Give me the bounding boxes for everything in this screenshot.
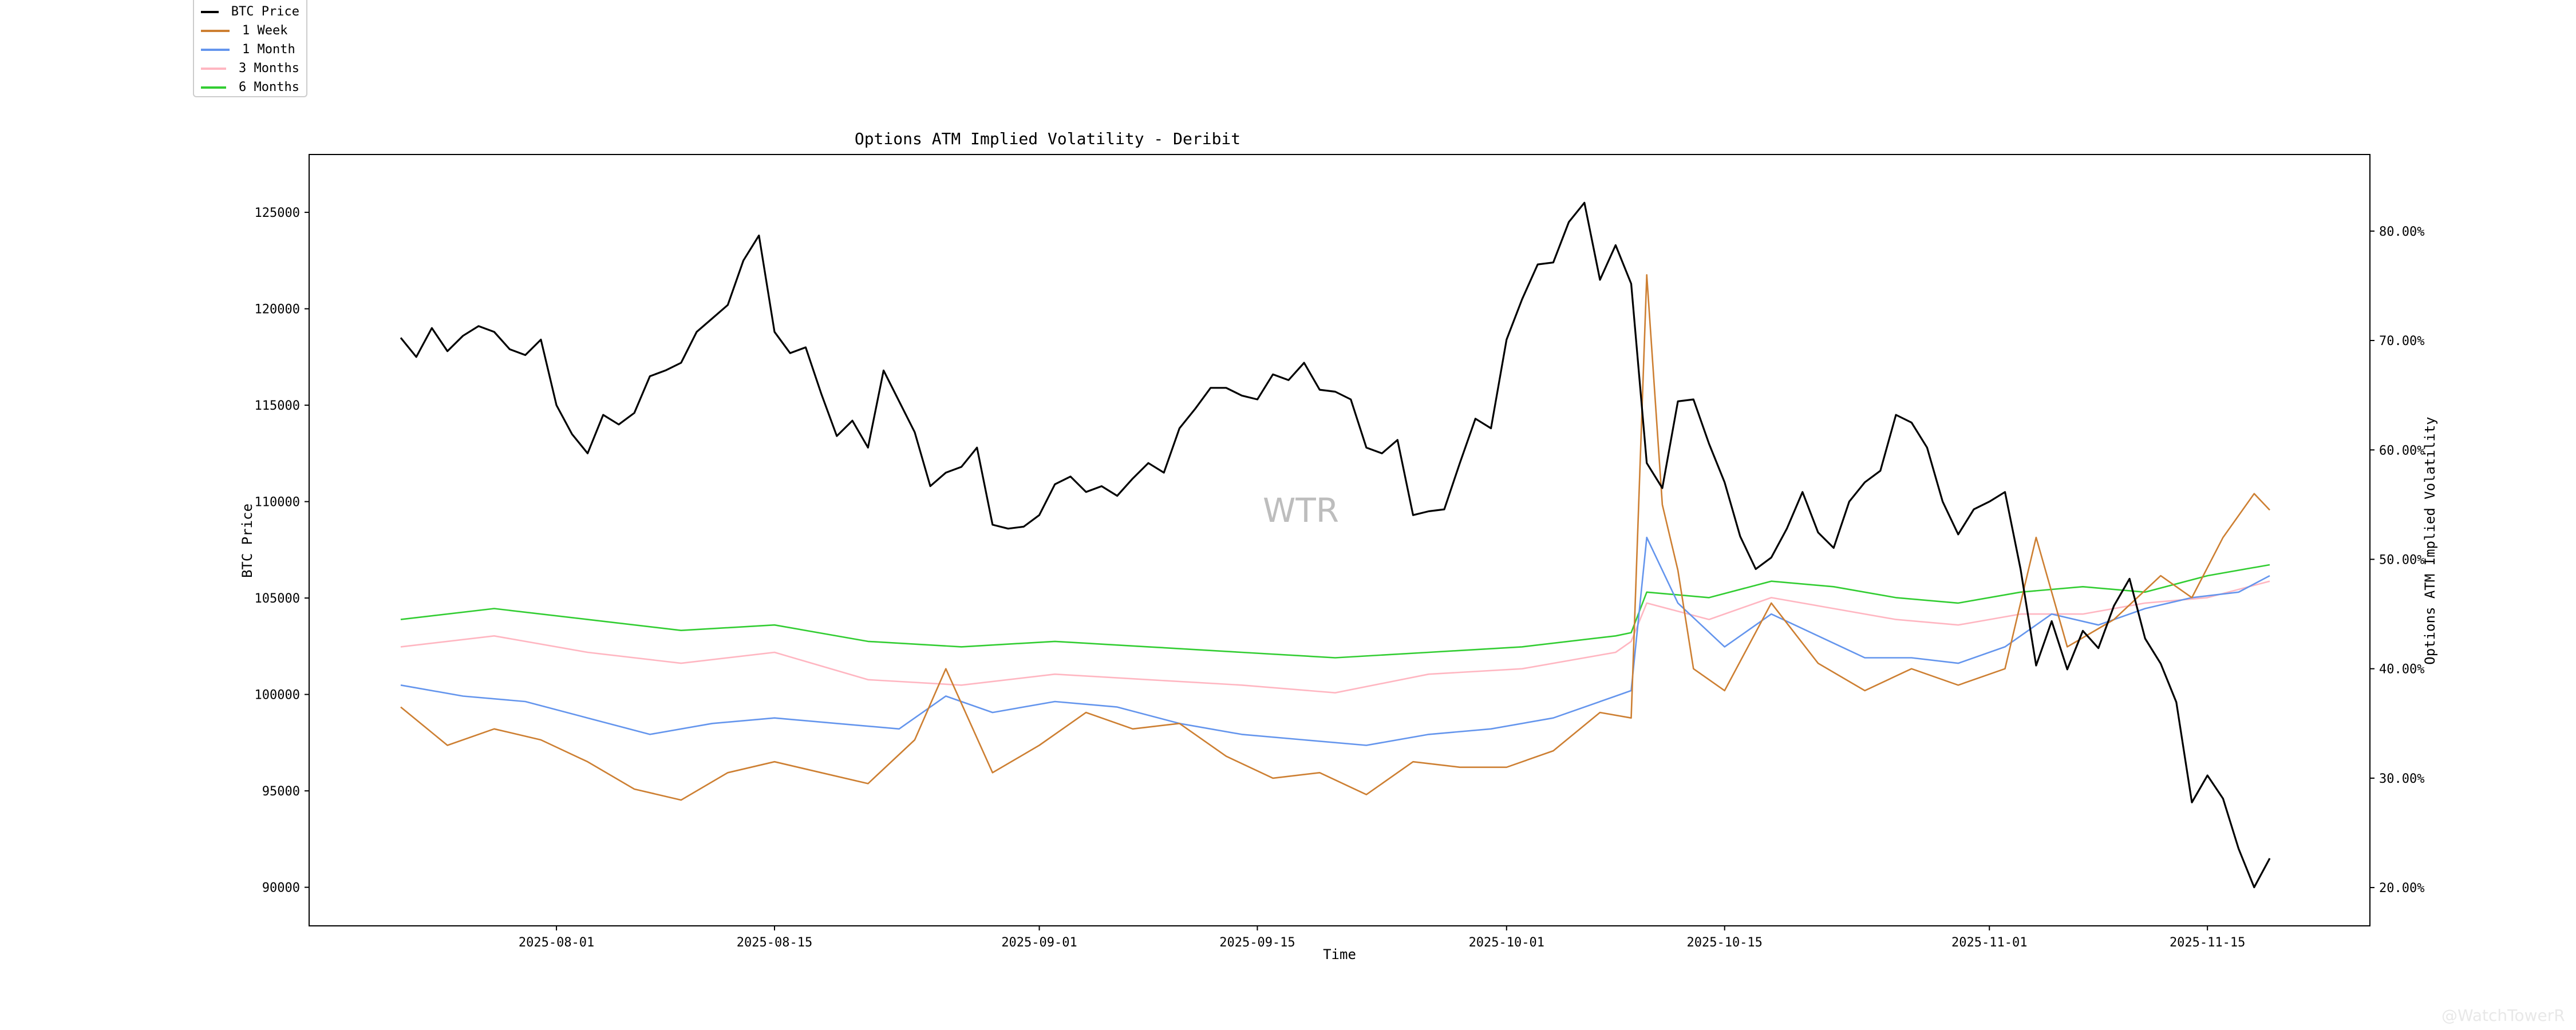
legend-label: 3 Months: [239, 61, 299, 76]
x-tick-label: 2025-08-15: [737, 936, 812, 950]
series-line-1-month: [400, 536, 2270, 746]
x-tick-label: 2025-08-01: [519, 936, 594, 950]
y-right-tick-label: 20.00%: [2379, 881, 2424, 896]
y-right-tick-label: 60.00%: [2379, 443, 2424, 458]
series-line-btc-price: [400, 201, 2271, 889]
series-line-1-week: [400, 274, 2270, 801]
y-right-tick-label: 80.00%: [2379, 225, 2424, 239]
y-left-tick-label: 100000: [255, 688, 300, 703]
chart-title: Options ATM Implied Volatility - Deribit: [855, 129, 1240, 148]
series-line-3-months: [400, 580, 2270, 694]
series-line-6-months: [400, 564, 2270, 659]
y-left-tick-label: 105000: [255, 592, 300, 606]
watermark-center: WTR: [1263, 491, 1340, 530]
legend-label: 1 Week: [242, 23, 288, 38]
x-tick-label: 2025-10-15: [1686, 936, 1762, 950]
plot-frame: [309, 154, 2370, 926]
legend-swatch: [201, 86, 227, 89]
legend-item: 6 Months: [201, 78, 299, 97]
y-left-tick-label: 90000: [262, 881, 300, 896]
y-right-tick-label: 50.00%: [2379, 553, 2424, 567]
legend-label: 6 Months: [239, 80, 299, 94]
y-right-tick-label: 70.00%: [2379, 334, 2424, 348]
x-tick-label: 2025-11-01: [1951, 936, 2027, 950]
legend-swatch: [201, 67, 227, 70]
chart-legend: BTC Price 1 Week 1 Month 3 Months 6 Months: [193, 0, 307, 97]
legend-swatch: [201, 10, 219, 13]
x-tick-label: 2025-10-01: [1469, 936, 1544, 950]
y-left-tick-label: 125000: [255, 206, 300, 220]
legend-item: BTC Price: [201, 2, 299, 21]
x-axis-title: Time: [1323, 946, 1356, 962]
y-left-tick-label: 110000: [255, 496, 300, 510]
legend-swatch: [201, 48, 230, 51]
x-tick-label: 2025-11-15: [2170, 936, 2245, 950]
y-left-tick-label: 95000: [262, 785, 300, 799]
y-right-tick-label: 30.00%: [2379, 772, 2424, 786]
legend-swatch: [201, 29, 230, 32]
watermark-corner: @WatchTowerR: [2441, 1006, 2565, 1025]
y-left-axis-title: BTC Price: [239, 504, 255, 578]
y-left-tick-label: 115000: [255, 399, 300, 413]
legend-item: 1 Month: [201, 40, 299, 59]
series-layer: [400, 201, 2271, 889]
y-right-tick-label: 40.00%: [2379, 663, 2424, 677]
legend-item: 1 Week: [201, 21, 299, 40]
legend-label: BTC Price: [231, 5, 299, 19]
y-left-tick-label: 120000: [255, 303, 300, 317]
x-tick-label: 2025-09-01: [1001, 936, 1077, 950]
x-tick-label: 2025-09-15: [1219, 936, 1295, 950]
legend-item: 3 Months: [201, 59, 299, 78]
legend-label: 1 Month: [242, 42, 295, 57]
axes-layer: 2025-08-01 2025-08-15 2025-09-01 2025-09-15…: [255, 154, 2424, 950]
y-right-axis-title: Options ATM Implied Volatility: [2422, 417, 2438, 664]
